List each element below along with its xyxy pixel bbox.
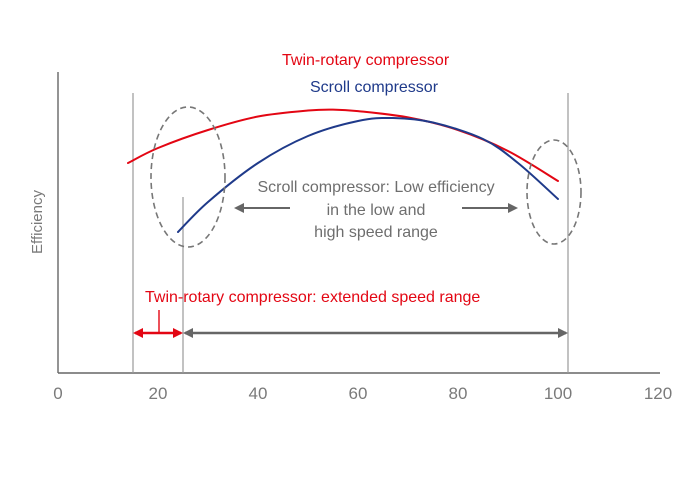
legend-twin-rotary: Twin-rotary compressor	[282, 52, 450, 69]
extended-range-label: Twin-rotary compressor: extended speed r…	[145, 289, 480, 306]
annotation-line-3: high speed range	[314, 224, 438, 241]
x-ticks: 0 20 40 60 80 100 120	[53, 384, 672, 403]
annotation-line-2: in the low and	[327, 202, 426, 219]
legend-scroll: Scroll compressor	[310, 79, 439, 96]
x-tick-label: 40	[249, 384, 268, 403]
y-axis-title: Efficiency	[29, 190, 46, 254]
x-tick-label: 80	[449, 384, 468, 403]
low-speed-ellipse	[150, 106, 226, 248]
x-tick-label: 0	[53, 384, 62, 403]
series-lines	[127, 108, 559, 233]
annotation-line-1: Scroll compressor: Low efficiency	[257, 179, 494, 196]
x-tick-label: 120	[644, 384, 672, 403]
x-tick-label: 100	[544, 384, 572, 403]
scroll-curve	[177, 116, 559, 233]
x-tick-label: 60	[349, 384, 368, 403]
x-tick-label: 20	[149, 384, 168, 403]
high-speed-ellipse	[526, 139, 582, 245]
